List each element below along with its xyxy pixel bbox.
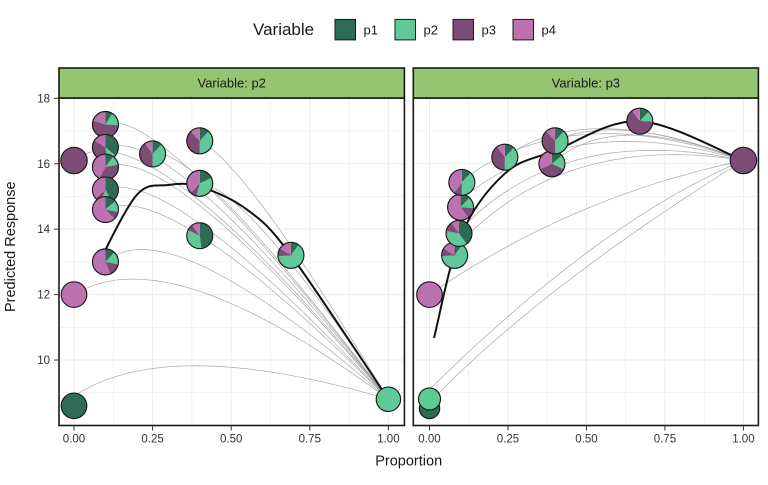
svg-text:0.25: 0.25 bbox=[497, 434, 519, 446]
svg-text:1.00: 1.00 bbox=[377, 434, 399, 446]
svg-text:18: 18 bbox=[37, 93, 50, 105]
svg-text:0.75: 0.75 bbox=[299, 434, 321, 446]
svg-text:1.00: 1.00 bbox=[732, 434, 754, 446]
svg-text:Variable: p2: Variable: p2 bbox=[197, 76, 265, 91]
svg-text:14: 14 bbox=[37, 224, 50, 236]
svg-text:0.50: 0.50 bbox=[220, 434, 242, 446]
svg-text:16: 16 bbox=[37, 159, 50, 171]
svg-text:0.25: 0.25 bbox=[141, 434, 163, 446]
svg-text:Proportion: Proportion bbox=[375, 454, 442, 470]
svg-text:Variable: p3: Variable: p3 bbox=[552, 76, 620, 91]
svg-text:p3: p3 bbox=[482, 22, 496, 37]
svg-text:0.00: 0.00 bbox=[63, 434, 85, 446]
svg-text:0.75: 0.75 bbox=[654, 434, 676, 446]
svg-text:p2: p2 bbox=[424, 22, 438, 37]
svg-text:Variable: Variable bbox=[253, 20, 314, 39]
svg-text:0.50: 0.50 bbox=[575, 434, 597, 446]
svg-text:p1: p1 bbox=[364, 22, 378, 37]
svg-text:10: 10 bbox=[37, 355, 50, 367]
svg-text:12: 12 bbox=[37, 290, 50, 302]
svg-text:0.00: 0.00 bbox=[418, 434, 440, 446]
svg-text:p4: p4 bbox=[542, 22, 556, 37]
svg-text:Predicted Response: Predicted Response bbox=[3, 181, 19, 312]
